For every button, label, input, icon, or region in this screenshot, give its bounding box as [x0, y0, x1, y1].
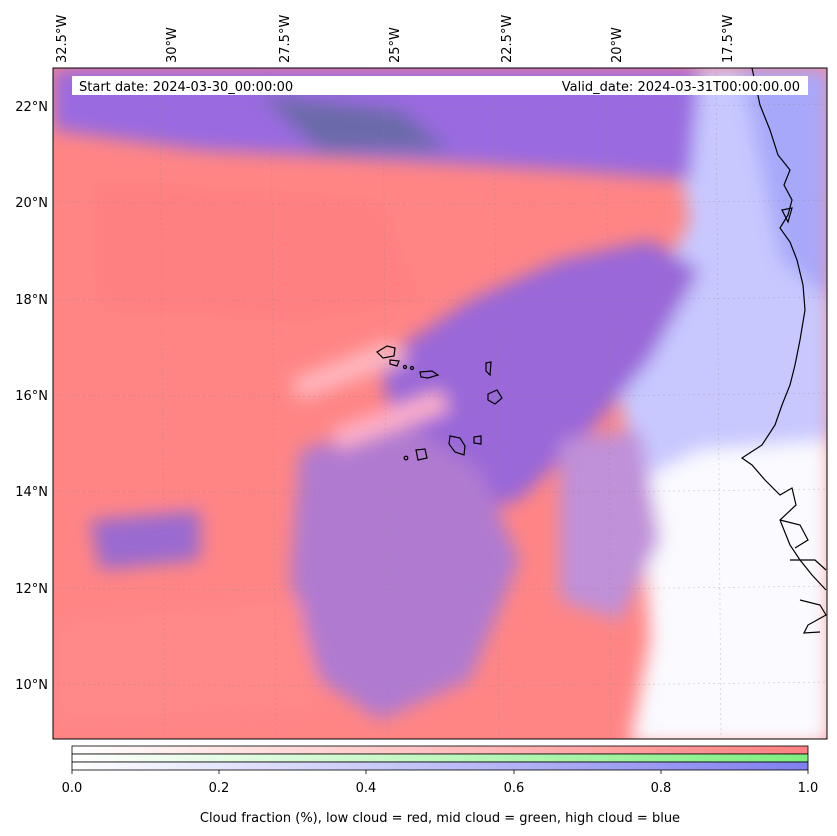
lat-label: 18°N: [15, 293, 48, 308]
colorbar-tick: 0.4: [356, 781, 377, 796]
latitude-labels: 22°N 20°N 18°N 16°N 14°N 12°N 10°N: [15, 100, 48, 693]
lon-label: 22.5°W: [500, 15, 515, 63]
lon-label: 25°W: [388, 27, 403, 63]
lat-label: 22°N: [15, 100, 48, 115]
colorbar-label: Cloud fraction (%), low cloud = red, mid…: [200, 811, 680, 826]
lon-label: 30°W: [165, 27, 180, 63]
lat-label: 20°N: [15, 196, 48, 211]
lon-label: 32.5°W: [55, 15, 70, 63]
lon-label: 17.5°W: [721, 15, 736, 63]
colorbar-tick: 1.0: [798, 781, 819, 796]
longitude-labels: 32.5°W 30°W 27.5°W 25°W 22.5°W 20°W 17.5…: [55, 15, 736, 63]
colorbar-low-cloud: [71, 745, 809, 755]
start-date-label: Start date: 2024-03-30_00:00:00: [79, 80, 293, 95]
colorbar-tick: 0.0: [62, 781, 83, 796]
lat-label: 16°N: [15, 389, 48, 404]
map-frame: [52, 67, 828, 740]
lat-label: 12°N: [15, 582, 48, 597]
lat-label: 14°N: [15, 485, 48, 500]
africa-coastline: [740, 68, 827, 591]
lat-label: 10°N: [15, 678, 48, 693]
valid-date-label: Valid_date: 2024-03-31T00:00:00.00: [562, 80, 800, 95]
colorbar-tick: 0.6: [504, 781, 525, 796]
date-info-box: Start date: 2024-03-30_00:00:00 Valid_da…: [72, 76, 808, 95]
lon-label: 20°W: [610, 27, 625, 63]
colorbar-tick: 0.8: [651, 781, 672, 796]
colorbar-high-cloud: [71, 761, 809, 771]
cloud-fraction-map: [53, 68, 827, 739]
colorbar: 0.0 0.2 0.4 0.6 0.8 1.0 Cloud fraction (…: [62, 745, 819, 826]
colorbar-mid-cloud: [71, 753, 809, 763]
lon-label: 27.5°W: [278, 15, 293, 63]
colorbar-tick: 0.2: [209, 781, 230, 796]
cape-verde-islands: [376, 345, 503, 461]
